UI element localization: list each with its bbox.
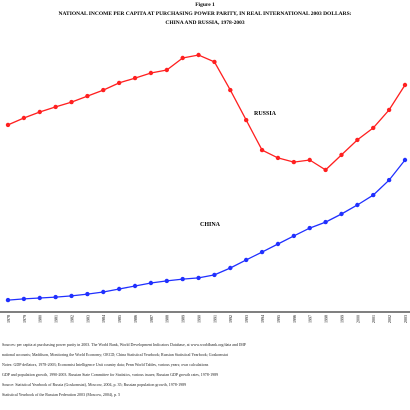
data-point <box>259 249 265 255</box>
data-point <box>116 80 122 86</box>
data-point <box>386 107 392 113</box>
data-point <box>291 233 297 239</box>
data-point <box>355 202 360 208</box>
data-point <box>164 278 169 284</box>
x-tick-label: 1996 <box>292 315 297 323</box>
data-point <box>307 157 312 163</box>
x-tick-label: 1984 <box>101 315 106 323</box>
x-tick-label: 1985 <box>117 315 122 323</box>
x-tick-label: 2002 <box>387 315 392 323</box>
data-point <box>275 155 281 161</box>
data-point <box>116 286 122 292</box>
x-tick-label: 1981 <box>54 315 59 323</box>
x-tick-label: 1986 <box>133 315 138 323</box>
data-point <box>85 93 90 99</box>
data-point <box>37 295 42 301</box>
data-point <box>228 87 233 93</box>
x-tick-label: 2003 <box>403 315 408 323</box>
data-point <box>180 55 185 61</box>
footnote: Notes: GDP deflators, 1978-2003; Economi… <box>2 362 209 368</box>
x-tick-label: 1999 <box>339 315 344 323</box>
data-point <box>355 137 360 143</box>
x-tick-label: 1995 <box>276 315 281 323</box>
data-point <box>148 280 154 286</box>
data-point <box>21 115 27 121</box>
chart-subtitle: CHINA AND RUSSIA, 1978-2003 <box>165 20 244 26</box>
x-tick-label: 2000 <box>355 315 360 323</box>
data-point <box>101 87 106 93</box>
figure-label: Figure 1 <box>195 2 215 8</box>
data-point <box>244 257 249 263</box>
data-point <box>244 117 249 123</box>
x-tick-label: 1988 <box>165 315 170 323</box>
footnote: GDP and population growth, 1990-2003. Ru… <box>2 372 218 378</box>
series-label: CHINA <box>200 222 221 228</box>
data-point <box>371 192 376 198</box>
data-point <box>212 59 217 65</box>
data-point <box>323 167 328 173</box>
x-tick-label: 1991 <box>212 315 217 323</box>
x-tick-label: 2001 <box>371 315 376 323</box>
footnote: Source: Statistical Yearbook of Russia (… <box>2 382 186 388</box>
data-point <box>323 219 328 225</box>
data-point <box>180 276 185 282</box>
data-point <box>196 275 201 281</box>
x-tick-label: 1983 <box>85 315 90 323</box>
chart-title: NATIONAL INCOME PER CAPITA AT PURCHASING… <box>58 11 351 17</box>
data-point <box>53 104 58 110</box>
data-point <box>69 99 74 105</box>
footnote: national accounts; Maddison, Monitoring … <box>2 352 229 358</box>
data-point <box>386 177 392 183</box>
data-point <box>101 289 106 295</box>
x-tick-label: 1989 <box>181 315 186 323</box>
data-point <box>275 241 281 247</box>
data-point <box>132 283 138 289</box>
data-point <box>85 291 90 297</box>
x-tick-label: 1992 <box>228 315 233 323</box>
data-point <box>196 52 201 58</box>
x-tick-label: 1978 <box>6 315 11 323</box>
x-tick-label: 1997 <box>308 315 313 323</box>
series-line <box>7 54 406 171</box>
series-line <box>7 159 406 301</box>
data-point <box>21 296 27 302</box>
data-point <box>164 67 169 73</box>
data-point <box>371 125 376 131</box>
x-tick-label: 1993 <box>244 315 249 323</box>
data-point <box>259 147 265 153</box>
data-point <box>307 225 312 231</box>
data-point <box>148 70 154 76</box>
x-tick-label: 1980 <box>38 315 43 323</box>
x-tick-label: 1990 <box>196 315 201 323</box>
footnote: Statistical Yearbook of the Russian Fede… <box>2 392 120 398</box>
data-point <box>291 159 297 165</box>
footnote: Sources: per capita at purchasing power … <box>2 342 247 348</box>
data-point <box>402 157 408 163</box>
data-point <box>5 297 11 303</box>
data-point <box>5 122 11 128</box>
data-point <box>339 152 344 158</box>
data-point <box>53 294 58 300</box>
data-point <box>339 211 344 217</box>
x-tick-label: 1987 <box>149 315 154 323</box>
x-tick-label: 1994 <box>260 315 265 323</box>
x-tick-label: 1982 <box>69 315 74 323</box>
data-point <box>402 82 408 88</box>
data-point <box>228 265 233 271</box>
data-point <box>212 272 217 278</box>
x-tick-label: 1998 <box>324 315 329 323</box>
data-point <box>37 109 42 115</box>
data-point <box>69 293 74 299</box>
x-tick-label: 1979 <box>22 315 27 323</box>
data-point <box>132 75 138 81</box>
series-label: RUSSIA <box>254 111 277 117</box>
